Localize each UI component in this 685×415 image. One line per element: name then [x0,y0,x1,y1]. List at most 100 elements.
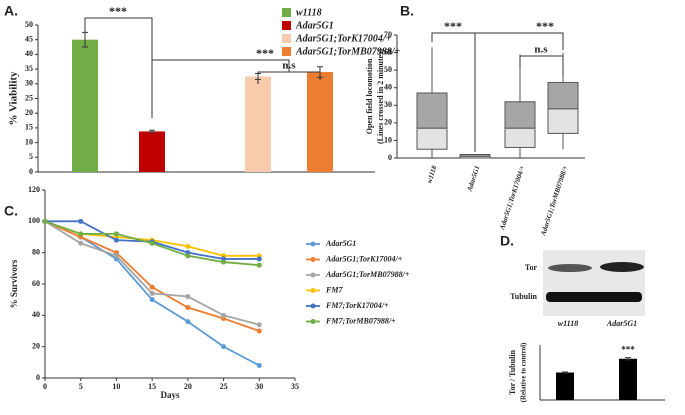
annotation: *** [536,19,554,33]
y-tick-label: 0 [36,373,40,382]
x-tick-label: Adar5G1;TorK17004/+ [498,165,527,232]
y-tick-label: 10 [25,137,33,146]
annotation: *** [256,46,274,60]
legend-marker [310,303,316,309]
x-tick-label: w1118 [425,164,438,184]
y-tick-label: 15 [25,123,33,132]
marker [113,231,119,237]
y-axis-label: Tor / Tubulin [508,349,517,394]
y-tick-label: 40 [384,83,392,92]
y-tick-label: 20 [32,341,40,350]
x-tick-label: 35 [291,382,299,391]
legend-swatch [282,8,291,17]
box-upper [459,153,491,157]
y-axis-label: Open field locomotion [365,58,374,134]
y-tick-label: 50 [25,20,33,29]
marker [256,362,262,368]
y-tick-label: 40 [32,310,40,319]
marker [185,319,191,325]
x-tick-label: Adar5G1;TorMB07988/+ [539,165,569,238]
x-tick-label: Adar5G1 [465,165,481,194]
box-lower [504,127,536,148]
box-lower [547,108,579,134]
y-tick-label: 70 [384,30,392,39]
bar [72,39,98,173]
marker [221,344,227,350]
marker [149,290,155,296]
marker [256,328,262,334]
error-bar [562,371,568,374]
blot-row-label: Tubulin [510,292,537,301]
y-tick-label: 40 [25,49,33,58]
bracket [519,55,564,76]
bracket [431,32,476,152]
lane-label: w1118 [558,319,578,328]
legend-marker [310,241,316,247]
panel-label: D. [500,233,514,249]
x-tick-label: 30 [255,382,263,391]
marker [221,259,227,265]
box-lower [416,127,448,150]
box-upper [416,92,448,129]
marker [221,312,227,318]
marker [78,240,84,246]
legend-swatch [282,21,291,30]
bracket [151,59,290,118]
legend-label: Adar5G1;TorMB07988/+ [295,46,401,57]
panel-label: B. [400,3,414,19]
y-tick-label: 0 [29,167,33,176]
blot-image [543,250,645,316]
annotation: n.s [282,60,296,72]
marker [78,231,84,237]
panel-label: C. [4,203,18,219]
x-tick-label: 0 [43,382,47,391]
marker [185,305,191,310]
marker [185,243,191,249]
x-tick-label: 5 [79,382,83,391]
y-tick-label: 25 [25,93,33,102]
y-tick-label: 50 [384,65,392,74]
marker [185,253,191,259]
marker [149,240,155,246]
y-tick-label: 35 [25,64,33,73]
annotation: n.s [534,44,548,56]
x-tick-label: 20 [184,382,192,391]
box-upper [547,81,579,110]
annotation: *** [109,4,127,18]
bar [619,358,637,400]
legend-label: Adar5G1;TorMB07988/+ [325,270,410,279]
legend-label: FM7;TorK17004/+ [325,301,389,310]
legend-label: Adar5G1 [325,239,356,248]
bracket [257,71,321,84]
box-upper [504,101,536,129]
legend-marker [310,257,316,262]
blot-band [600,262,644,272]
legend-swatch [282,34,291,43]
blot-band [546,292,642,302]
bar [245,76,271,172]
marker [78,218,84,224]
legend-label: w1118 [296,7,322,18]
marker [185,294,191,300]
legend-marker [310,272,316,278]
y-tick-label: 20 [384,118,392,127]
x-axis-label: Days [160,390,179,400]
legend-label: Adar5G1;TorK17004/+ [325,254,403,263]
bracket [475,32,564,50]
lane-label: Adar5G1 [606,319,637,328]
marker [149,284,155,290]
legend-marker [310,288,316,293]
marker [113,237,119,243]
y-tick-label: 30 [25,79,33,88]
y-tick-label: 5 [29,152,33,161]
y-tick-label: 45 [25,35,33,44]
y-axis-sublabel: (Relative to control) [520,342,528,402]
error-bar [625,357,631,361]
legend-swatch [282,47,291,56]
y-tick-label: 60 [32,279,40,288]
y-tick-label: 100 [28,216,40,225]
legend-label: FM7 [325,285,343,294]
blot-band [548,264,592,272]
y-tick-label: 120 [28,185,40,194]
blot-row-label: Tor [525,263,538,272]
